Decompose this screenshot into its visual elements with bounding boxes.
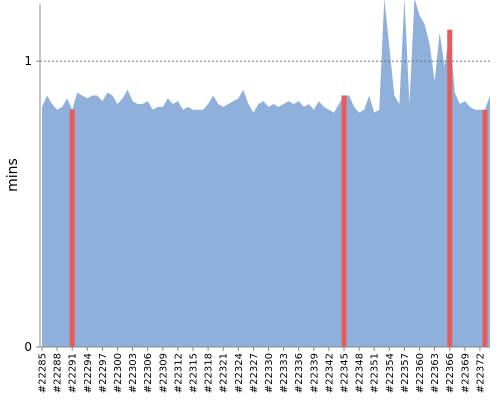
x-tick-label: #22297 xyxy=(98,353,109,393)
x-tick-label: #22342 xyxy=(324,353,335,393)
y-axis-label: mins xyxy=(5,158,21,192)
x-tick-label: #22336 xyxy=(294,353,305,393)
x-tick-label: #22306 xyxy=(143,353,154,393)
x-tick-label: #22303 xyxy=(128,353,139,393)
y-tick-label: 0 xyxy=(24,340,32,354)
x-tick-label: #22369 xyxy=(460,353,471,393)
y-tick-labels: 01 xyxy=(24,54,40,354)
plot-area xyxy=(42,0,490,347)
x-tick-label: #22291 xyxy=(68,353,79,393)
failed-build-bar xyxy=(69,109,75,347)
failed-build-bar xyxy=(482,109,488,347)
x-tick-label: #22354 xyxy=(385,353,396,393)
x-tick-label: #22357 xyxy=(400,353,411,393)
x-tick-labels: #22285 #22288 #22291 #22294 #22297 #22300 #223… xyxy=(38,347,486,393)
x-tick-label: #22327 xyxy=(249,353,260,393)
x-tick-label: #22324 xyxy=(234,353,245,393)
x-tick-label: #22363 xyxy=(430,353,441,393)
x-tick-label: #22351 xyxy=(370,353,381,393)
x-tick-label: #22288 xyxy=(53,353,64,393)
failed-build-bar xyxy=(341,95,347,347)
x-tick-label: #22330 xyxy=(264,353,275,393)
x-tick-label: #22321 xyxy=(219,353,230,393)
x-tick-label: #22294 xyxy=(83,353,94,393)
x-tick-label: #22285 xyxy=(38,353,49,393)
x-tick-label: #22300 xyxy=(113,353,124,393)
failed-build-bar xyxy=(447,29,453,347)
x-tick-label: #22348 xyxy=(355,353,366,393)
x-tick-label: #22333 xyxy=(279,353,290,393)
x-tick-label: #22315 xyxy=(189,353,200,393)
x-tick-label: #22345 xyxy=(340,353,351,393)
x-tick-label: #22312 xyxy=(173,353,184,393)
x-tick-label: #22372 xyxy=(475,353,486,393)
x-tick-label: #22339 xyxy=(309,353,320,393)
y-tick-label: 1 xyxy=(24,54,32,68)
duration-area xyxy=(42,0,490,347)
x-tick-label: #22309 xyxy=(158,353,169,393)
x-tick-label: #22318 xyxy=(204,353,215,393)
x-tick-label: #22360 xyxy=(415,353,426,393)
x-tick-label: #22366 xyxy=(445,353,456,393)
